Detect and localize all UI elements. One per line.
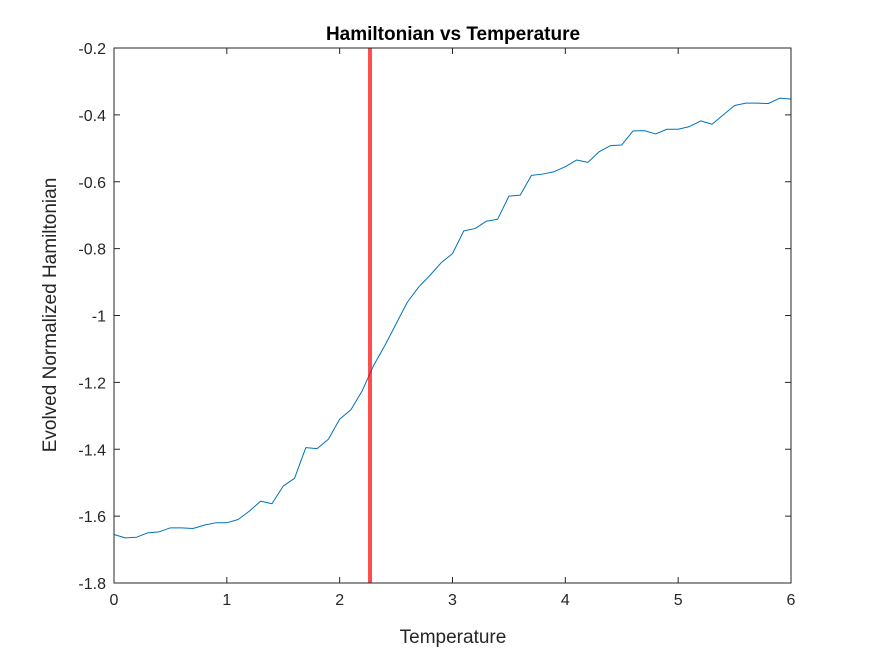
y-tick-label: -1.6 [78,509,106,526]
x-tick-label: 4 [561,592,570,609]
y-tick-label: -0.6 [78,175,106,192]
y-tick-label: -1 [92,309,106,326]
y-tick-label: -1.2 [78,375,106,392]
x-axis: 0 1 2 3 4 5 6 [110,48,796,609]
y-tick-label: -1.4 [78,442,106,459]
y-tick-label: -0.2 [78,41,106,58]
y-tick-label: -0.4 [78,108,106,125]
y-axis-title: Evolved Normalized Hamiltonian [40,178,61,453]
chart-title: Hamiltonian vs Temperature [326,24,580,45]
x-tick-label: 3 [448,592,457,609]
x-tick-label: 0 [110,592,119,609]
series-line [113,97,792,539]
x-tick-label: 6 [787,592,796,609]
x-tick-label: 2 [335,592,344,609]
x-tick-label: 1 [222,592,231,609]
x-axis-title: Temperature [400,627,507,648]
y-tick-label: -1.8 [78,576,106,593]
y-tick-label: -0.8 [78,242,106,259]
y-axis: -0.2 -0.4 -0.6 -0.8 -1 -1.2 -1.4 -1.6 -1.8 [78,41,791,593]
series-layer [113,97,792,539]
plot-area [114,48,791,583]
x-tick-label: 5 [674,592,683,609]
